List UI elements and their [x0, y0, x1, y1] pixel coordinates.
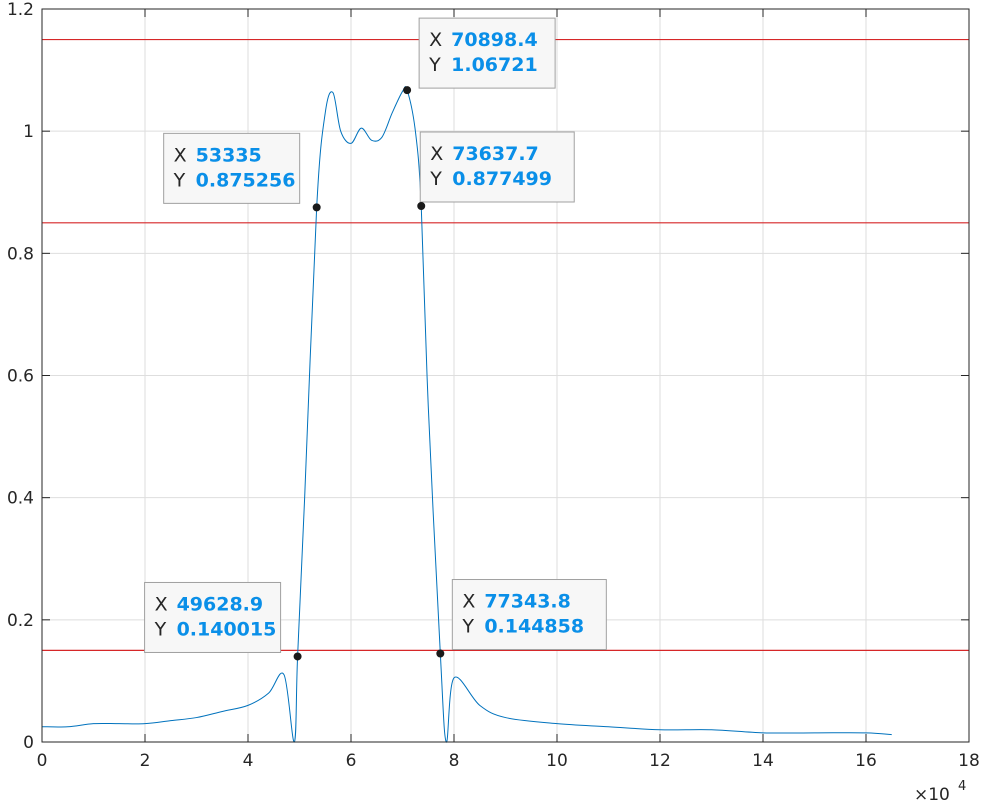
datatip-4[interactable]: X 77343.8 Y 0.144858: [436, 579, 607, 658]
datatip-box: [418, 17, 556, 89]
datatip-x-key: X: [430, 143, 443, 165]
datatip-2[interactable]: X 73637.7 Y 0.877499: [417, 131, 575, 210]
x-exponent-power: 4: [958, 779, 966, 794]
axis-tick-labels: 0 2 4 6 8 10 12 14 16 18 0 0.2 0.4 0.6 0.8 1 1.2: [7, 0, 980, 771]
datatip-y-value: 1.06721: [451, 54, 538, 76]
y-tick-label-1: 0.2: [7, 611, 34, 631]
datatip-x-key: X: [155, 593, 168, 615]
x-exponent-label: ×10 4: [914, 779, 966, 805]
datatip-marker[interactable]: [417, 201, 426, 210]
y-tick-label-3: 0.6: [7, 367, 34, 387]
datatip-y-value: 0.877499: [452, 168, 552, 190]
datatip-marker[interactable]: [293, 652, 302, 661]
x-tick-label-6: 12: [649, 751, 671, 771]
datatip-y-value: 0.144858: [484, 616, 584, 638]
datatip-x-value: 49628.9: [177, 593, 264, 615]
datatip-3[interactable]: X 49628.9 Y 0.140015: [144, 581, 302, 661]
x-tick-label-9: 18: [958, 751, 980, 771]
datatip-y-key: Y: [428, 54, 441, 76]
datatip-y-key: Y: [173, 169, 186, 191]
y-tick-label-0: 0: [23, 733, 34, 753]
datatip-marker[interactable]: [312, 203, 321, 212]
x-tick-label-4: 8: [449, 751, 460, 771]
x-tick-label-0: 0: [37, 751, 48, 771]
datatips: X 70898.4 Y 1.06721 X 53335 Y 0.875256 X 73637.7 Y…: [144, 17, 607, 661]
datatip-x-key: X: [174, 144, 187, 166]
datatip-x-key: X: [462, 591, 475, 613]
datatip-y-key: Y: [429, 168, 442, 190]
datatip-0[interactable]: X 70898.4 Y 1.06721: [403, 17, 556, 95]
x-tick-label-2: 4: [243, 751, 254, 771]
axis-ticks: [41, 8, 970, 743]
datatip-x-value: 77343.8: [484, 591, 571, 613]
datatip-y-key: Y: [461, 616, 474, 638]
datatip-box: [144, 581, 282, 653]
y-tick-label-4: 0.8: [7, 244, 34, 264]
x-tick-label-5: 10: [546, 751, 568, 771]
datatip-box: [419, 131, 575, 203]
y-tick-label-2: 0.4: [7, 489, 34, 509]
x-exponent-base: ×10: [914, 785, 950, 805]
datatip-1[interactable]: X 53335 Y 0.875256: [163, 132, 321, 212]
datatip-box: [163, 132, 301, 204]
y-tick-label-5: 1: [23, 122, 34, 142]
x-tick-label-1: 2: [140, 751, 151, 771]
datatip-x-value: 70898.4: [451, 29, 538, 51]
datatip-y-key: Y: [154, 618, 167, 640]
x-tick-label-3: 6: [346, 751, 357, 771]
datatip-marker[interactable]: [403, 86, 412, 95]
datatip-x-key: X: [429, 29, 442, 51]
datatip-x-value: 73637.7: [452, 143, 539, 165]
datatip-y-value: 0.140015: [177, 618, 277, 640]
datatip-box: [451, 579, 607, 651]
y-tick-label-6: 1.2: [7, 0, 34, 20]
datatip-x-value: 53335: [196, 144, 262, 166]
datatip-y-value: 0.875256: [196, 169, 296, 191]
x-tick-label-7: 14: [752, 751, 774, 771]
datatip-marker[interactable]: [436, 649, 445, 658]
x-tick-label-8: 16: [855, 751, 877, 771]
series-line: [41, 86, 892, 743]
